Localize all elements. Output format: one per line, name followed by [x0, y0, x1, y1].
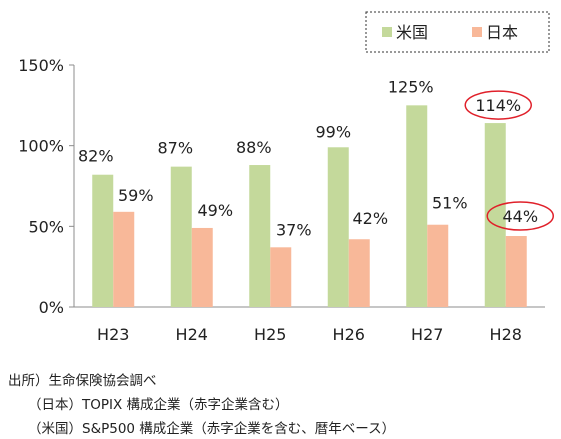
bar-usa: [92, 174, 114, 307]
bar-japan: [113, 211, 135, 307]
bar-usa: [249, 165, 271, 307]
value-labels: 82% 87% 88% 99% 125% 114% 59% 49% 37% 42% 51% 44%: [78, 77, 538, 239]
bar-japan: [191, 227, 213, 307]
x-tick-label: H24: [176, 325, 208, 344]
y-tick-label: 100%: [18, 137, 64, 156]
data-label-usa: 125%: [388, 77, 434, 96]
bars: [92, 105, 527, 307]
legend-swatch: [472, 27, 482, 37]
legend: 米国 日本: [365, 11, 550, 53]
y-tick-label: 50%: [28, 217, 64, 236]
bar-usa: [406, 105, 428, 307]
data-label-usa: 87%: [157, 139, 193, 158]
bar-japan: [505, 236, 527, 307]
x-tick-label: H28: [490, 325, 522, 344]
data-label-usa: 114%: [475, 96, 521, 115]
data-label-japan: 49%: [197, 201, 233, 220]
highlight-circle: [486, 201, 554, 231]
x-axis: H23 H24 H25 H26 H27 H28: [74, 306, 545, 344]
usa-note: （米国）S&P500 構成企業（赤字企業を含む、暦年ベース）: [28, 421, 396, 437]
x-tick-label: H23: [97, 325, 129, 344]
y-tick-label: 0%: [39, 298, 64, 317]
bar-chart: 米国 日本 0% 50% 100% 150% H23 H24 H25 H26 H27 H28 82…: [18, 11, 554, 344]
y-axis: 0% 50% 100% 150%: [18, 56, 75, 317]
legend-label: 日本: [486, 23, 518, 42]
legend-label: 米国: [396, 23, 428, 42]
source-note: 出所）生命保険協会調べ: [8, 373, 157, 389]
data-label-usa: 99%: [315, 122, 351, 141]
bar-usa: [327, 147, 349, 307]
x-tick-label: H27: [411, 325, 443, 344]
data-label-usa: 88%: [236, 138, 272, 157]
x-tick-label: H26: [333, 325, 365, 344]
data-label-japan: 51%: [432, 194, 468, 213]
data-label-japan: 37%: [276, 220, 312, 239]
data-label-japan: 44%: [502, 207, 538, 226]
highlight-circles: [464, 90, 554, 231]
data-label-japan: 59%: [118, 186, 154, 205]
bar-japan: [270, 247, 292, 307]
bar-usa: [170, 166, 192, 307]
bar-japan: [427, 224, 449, 307]
x-tick-label: H25: [254, 325, 286, 344]
legend-swatch: [382, 27, 392, 37]
data-label-japan: 42%: [352, 209, 388, 228]
highlight-circle: [464, 90, 532, 120]
japan-note: （日本）TOPIX 構成企業（赤字企業含む）: [28, 397, 289, 413]
legend-box: [365, 11, 550, 53]
y-tick-label: 150%: [18, 56, 64, 75]
bar-usa: [484, 123, 506, 307]
bar-japan: [348, 239, 370, 307]
data-label-usa: 82%: [78, 147, 114, 166]
